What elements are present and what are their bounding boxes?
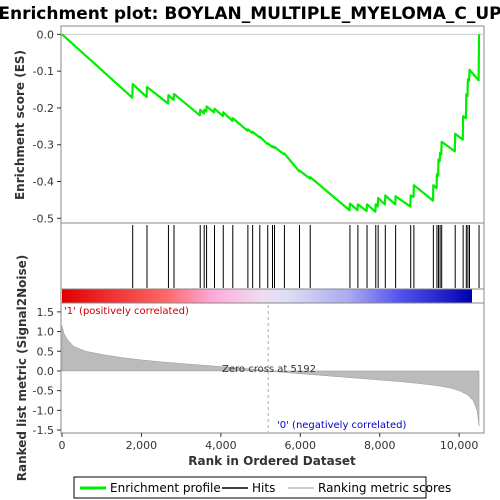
hits-layer — [132, 225, 480, 288]
rank-color-bar — [62, 289, 472, 303]
zero-cross-label: Zero cross at 5192 — [222, 364, 316, 375]
metric-ytick-label: -1.0 — [33, 404, 54, 417]
x-axis-label: Rank in Ordered Dataset — [188, 454, 356, 468]
es-ytick-label: 0.0 — [37, 28, 55, 41]
negative-correlated-label: '0' (negatively correlated) — [277, 420, 406, 431]
es-ylabel: Enrichment score (ES) — [13, 50, 27, 200]
x-tick-label: 0 — [59, 439, 66, 452]
x-tick-label: 6,000 — [285, 439, 317, 452]
es-ytick-label: -0.4 — [33, 176, 54, 189]
axes-layer: 0.0 -0.1 -0.2 -0.3 -0.4 -0.5 1.5 1.0 0.5 0.0 -0.5 -… — [33, 28, 479, 452]
metric-layer — [61, 305, 480, 432]
metric-ytick-label: 0.0 — [37, 365, 55, 378]
es-ytick-label: -0.1 — [33, 65, 54, 78]
es-ytick-label: -0.5 — [33, 212, 54, 225]
metric-ylabel: Ranked list metric (Signal2Noise) — [15, 255, 29, 482]
es-ytick-label: -0.3 — [33, 139, 54, 152]
legend-metric-label: Ranking metric scores — [318, 481, 451, 495]
metric-ytick-label: -0.5 — [33, 385, 54, 398]
chart-title: Enrichment plot: BOYLAN_MULTIPLE_MYELOMA… — [0, 4, 500, 24]
positive-correlated-label: '1' (positively correlated) — [64, 306, 189, 317]
ranking-metric-area — [61, 325, 480, 427]
es-panel-frame — [60, 25, 485, 224]
legend-enrichment-label: Enrichment profile — [110, 481, 221, 495]
metric-ytick-label: 1.5 — [37, 306, 55, 319]
legend-box — [73, 476, 427, 499]
metric-ytick-label: 1.0 — [37, 326, 55, 339]
x-tick-label: 2,000 — [126, 439, 158, 452]
enrichment-profile-line — [61, 33, 481, 213]
legend-hits-label: Hits — [252, 481, 275, 495]
metric-ytick-label: 0.5 — [37, 345, 55, 358]
x-tick-label: 4,000 — [205, 439, 237, 452]
es-ytick-label: -0.2 — [33, 102, 54, 115]
x-tick-label: 8,000 — [364, 439, 396, 452]
x-tick-label: 10,000 — [440, 439, 479, 452]
metric-ytick-label: -1.5 — [33, 424, 54, 437]
es-layer — [61, 33, 483, 213]
